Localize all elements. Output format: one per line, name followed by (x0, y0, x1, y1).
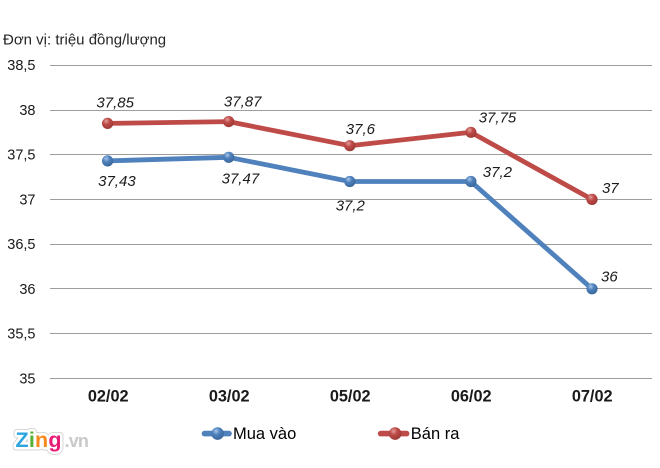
svg-text:35: 35 (19, 371, 35, 387)
svg-text:06/02: 06/02 (451, 388, 492, 406)
svg-text:36: 36 (19, 282, 35, 298)
svg-text:Zing: Zing (16, 428, 62, 452)
svg-text:37,47: 37,47 (222, 170, 260, 187)
svg-text:Đơn vị: triệu đồng/lượng: Đơn vị: triệu đồng/lượng (3, 32, 166, 49)
svg-text:35,5: 35,5 (7, 327, 35, 343)
svg-text:38: 38 (19, 103, 35, 119)
svg-text:05/02: 05/02 (330, 388, 371, 406)
svg-text:Zing: Zing (16, 428, 62, 452)
svg-text:36: 36 (601, 269, 618, 286)
svg-text:37,5: 37,5 (7, 148, 35, 164)
svg-text:Mua vào: Mua vào (233, 425, 296, 443)
svg-text:02/02: 02/02 (88, 388, 129, 406)
svg-text:37,6: 37,6 (346, 121, 376, 138)
svg-text:.vn: .vn (65, 431, 89, 451)
svg-text:38,5: 38,5 (7, 58, 35, 74)
svg-text:Bán ra: Bán ra (411, 425, 460, 443)
svg-text:36,5: 36,5 (7, 237, 35, 253)
svg-text:37,75: 37,75 (479, 109, 517, 126)
svg-text:Zing: Zing (16, 428, 62, 452)
svg-text:07/02: 07/02 (572, 388, 613, 406)
svg-text:37,2: 37,2 (336, 198, 366, 215)
svg-text:03/02: 03/02 (209, 388, 250, 406)
svg-text:37: 37 (19, 192, 35, 208)
svg-text:37,87: 37,87 (224, 94, 262, 111)
svg-text:37,43: 37,43 (98, 173, 136, 190)
svg-text:37,85: 37,85 (96, 94, 134, 111)
svg-text:37,2: 37,2 (483, 164, 513, 181)
svg-text:37: 37 (602, 180, 619, 197)
